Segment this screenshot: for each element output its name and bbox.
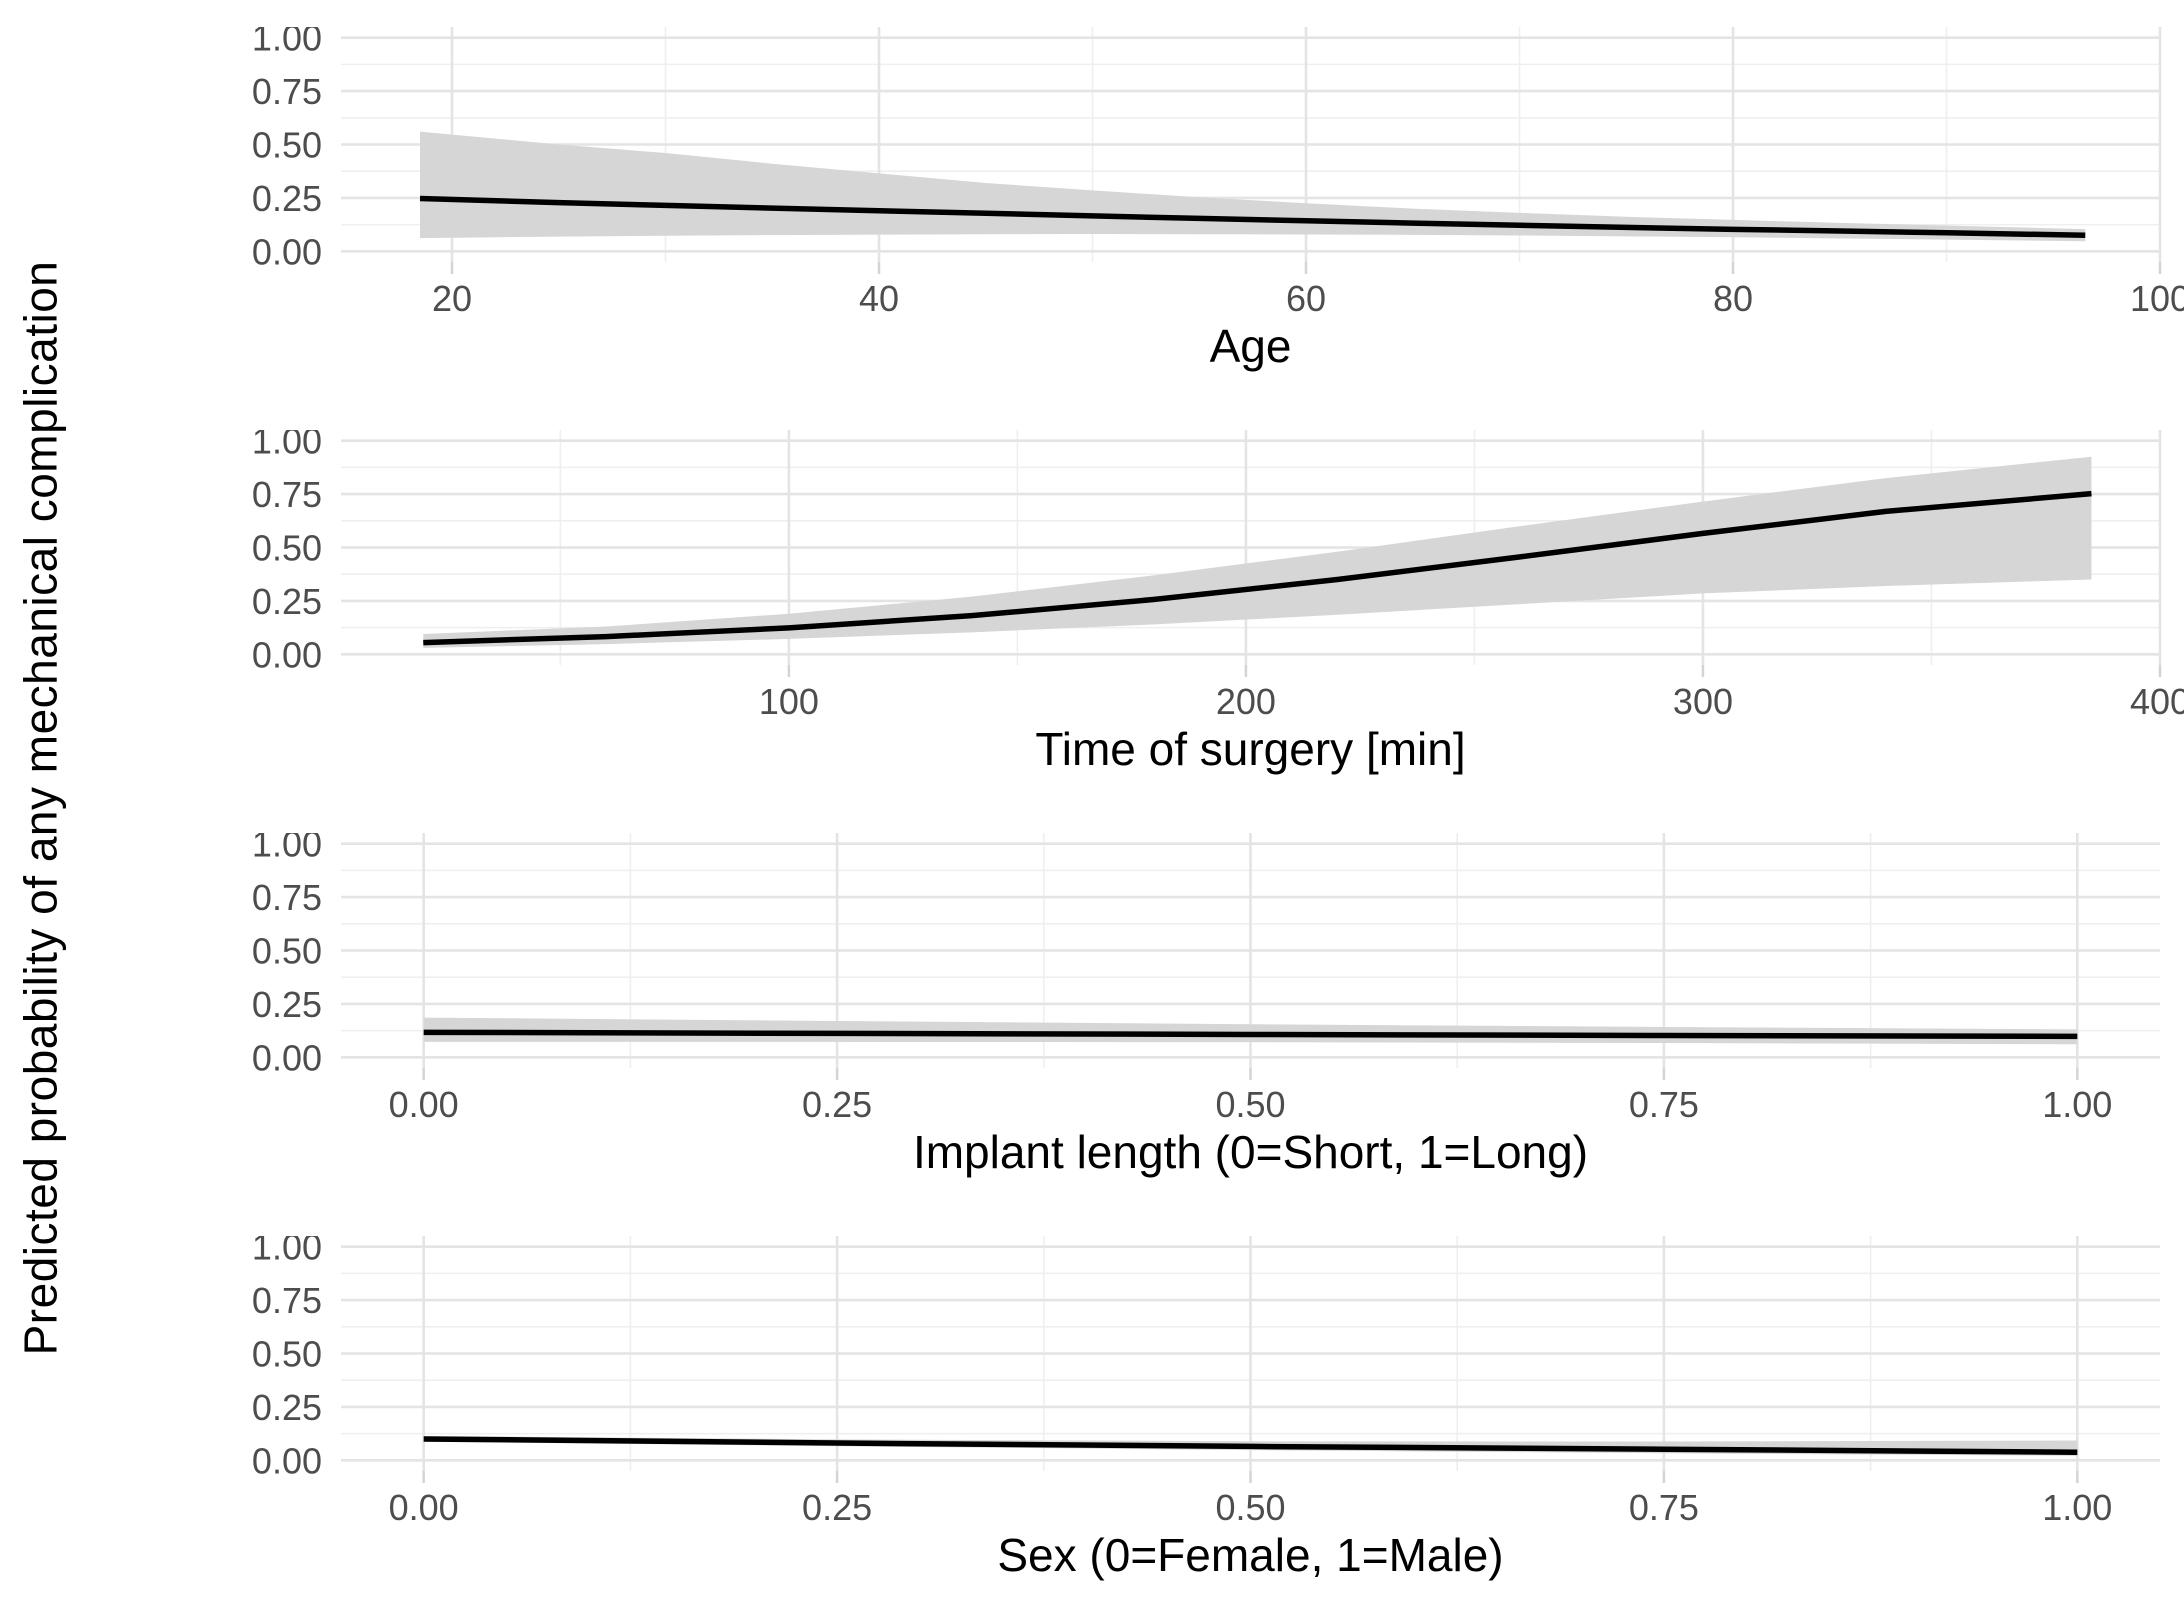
x-axis-tick-label: 20 <box>432 278 472 319</box>
implant-length-plot-svg: 1.00 0.75 0.50 0.25 0.00 0.00 0.25 0.50 0.75 1.00 <box>252 833 2160 1125</box>
x-axis-tick-label: 40 <box>859 278 899 319</box>
y-axis-tick-label: 0.25 <box>252 581 322 622</box>
x-axis-tick-label: 300 <box>1673 681 1733 722</box>
y-axis-tick-label: 0.00 <box>252 1037 322 1078</box>
y-axis-tick-label: 0.00 <box>252 231 322 272</box>
x-axis-tick-label: 0.00 <box>389 1487 459 1528</box>
x-axis-tick-label: 1.00 <box>2042 1487 2112 1528</box>
x-axis-tick-label: 60 <box>1286 278 1326 319</box>
x-axis-tick-label: 80 <box>1713 278 1753 319</box>
y-axis-tick-label: 0.00 <box>252 1440 322 1481</box>
y-axis-tick-label: 0.00 <box>252 634 322 675</box>
y-axis-tick-label: 0.25 <box>252 178 322 219</box>
x-axis-tick-label: 1.00 <box>2042 1084 2112 1125</box>
confidence-ribbon <box>423 456 2092 648</box>
y-axis-tick-label: 1.00 <box>252 27 322 59</box>
y-axis-tick-label: 0.50 <box>252 528 322 569</box>
y-axis-tick-label: 1.00 <box>252 430 322 462</box>
x-axis-tick-label: 200 <box>1216 681 1276 722</box>
panel-title-implant-length: Implant length (0=Short, 1=Long) <box>912 1126 1589 1178</box>
panel-implant-length: 1.00 0.75 0.50 0.25 0.00 0.00 0.25 0.50 0.75 1.00… <box>0 833 2184 1236</box>
x-axis-tick-label: 100 <box>2130 278 2184 319</box>
x-axis-tick-label: 0.50 <box>1215 1084 1285 1125</box>
y-axis-tick-label: 1.00 <box>252 833 322 865</box>
panel-time-of-surgery: 1.00 0.75 0.50 0.25 0.00 100 200 300 400 Time of… <box>0 430 2184 833</box>
x-axis-tick-label: 400 <box>2130 681 2184 722</box>
x-axis-tick-label: 0.00 <box>389 1084 459 1125</box>
trend-line <box>419 195 2086 239</box>
y-axis-tick-label: 0.25 <box>252 984 322 1025</box>
panel-title-time-of-surgery: Time of surgery [min] <box>1035 723 1466 775</box>
y-axis-tick-label: 0.50 <box>252 1334 322 1375</box>
x-axis-tick-label: 0.75 <box>1629 1084 1699 1125</box>
y-axis-tick-label: 1.00 <box>252 1236 322 1268</box>
trend-line <box>423 1029 2078 1040</box>
y-axis-tick-label: 0.75 <box>252 71 322 112</box>
panel-title-sex: Sex (0=Female, 1=Male) <box>997 1529 1504 1581</box>
age-plot-svg: 1.00 0.75 0.50 0.25 0.00 20 40 60 80 100 <box>252 27 2184 319</box>
panel-title-age: Age <box>1209 320 1292 372</box>
y-axis-tick-label: 0.50 <box>252 931 322 972</box>
x-axis-tick-label: 100 <box>759 681 819 722</box>
x-axis-tick-label: 0.25 <box>802 1084 872 1125</box>
x-axis-tick-label: 0.50 <box>1215 1487 1285 1528</box>
time-of-surgery-plot-svg: 1.00 0.75 0.50 0.25 0.00 100 200 300 400 <box>252 430 2184 722</box>
x-axis-tick-label: 0.25 <box>802 1487 872 1528</box>
y-axis-tick-label: 0.75 <box>252 877 322 918</box>
y-axis-tick-label: 0.75 <box>252 474 322 515</box>
y-axis-tick-label: 0.75 <box>252 1280 322 1321</box>
y-axis-tick-label: 0.25 <box>252 1387 322 1428</box>
trend-line <box>423 1436 2078 1455</box>
sex-plot-svg: 1.00 0.75 0.50 0.25 0.00 0.00 0.25 0.50 0.75 1.00 <box>252 1236 2160 1528</box>
confidence-ribbon <box>419 131 2086 242</box>
y-axis-tick-label: 0.50 <box>252 125 322 166</box>
panel-age: 1.00 0.75 0.50 0.25 0.00 20 40 60 80 100 Age <box>0 27 2184 430</box>
trend-line <box>423 490 2092 646</box>
panel-sex: 1.00 0.75 0.50 0.25 0.00 0.00 0.25 0.50 0.75 1.00… <box>0 1236 2184 1615</box>
x-axis-tick-label: 0.75 <box>1629 1487 1699 1528</box>
